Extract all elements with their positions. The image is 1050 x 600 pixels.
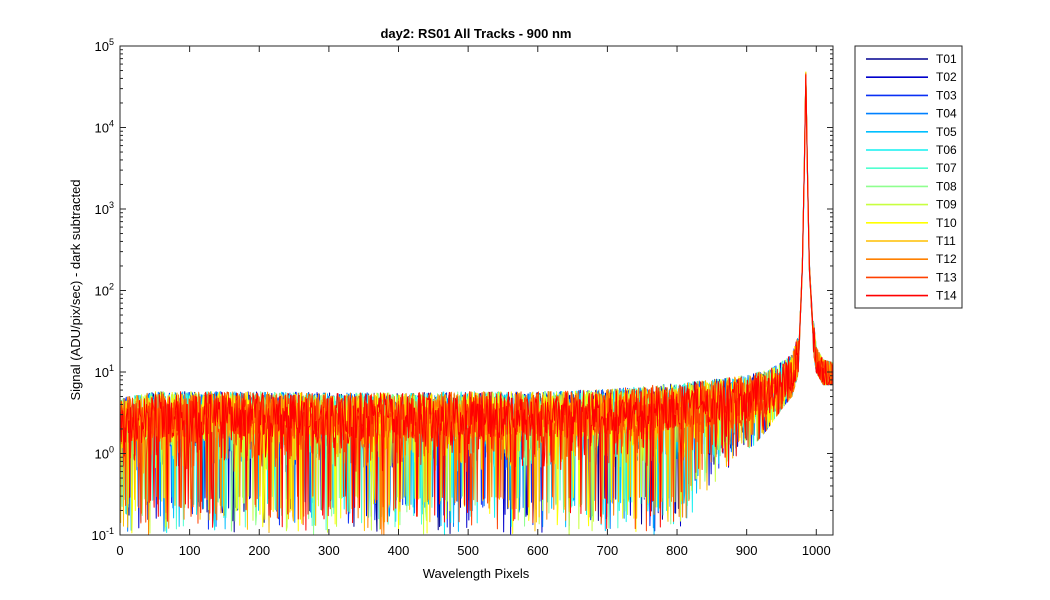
x-tick-label: 0 xyxy=(116,543,123,558)
legend-label-t05: T05 xyxy=(936,125,957,139)
x-axis-label: Wavelength Pixels xyxy=(423,566,530,581)
y-tick-label: 103 xyxy=(95,200,114,217)
legend-box xyxy=(854,45,963,309)
y-tick-label: 101 xyxy=(95,363,114,380)
legend-label-t04: T04 xyxy=(936,107,957,121)
legend-label-t08: T08 xyxy=(936,179,957,193)
legend-label-t02: T02 xyxy=(936,70,957,84)
x-tick-label: 300 xyxy=(318,543,340,558)
series-line-t14 xyxy=(120,74,833,531)
legend-label-t09: T09 xyxy=(936,198,957,212)
legend-label-t11: T11 xyxy=(936,234,956,248)
y-axis: 10-1 100 101 102 103 104 105 xyxy=(92,37,833,543)
x-tick-label: 600 xyxy=(527,543,549,558)
legend-label-t10: T10 xyxy=(936,216,957,230)
legend-label-t03: T03 xyxy=(936,88,957,102)
y-tick-label: 100 xyxy=(95,445,114,462)
x-tick-label: 900 xyxy=(736,543,758,558)
series-layer xyxy=(120,71,833,535)
y-tick-label: 10-1 xyxy=(92,526,114,543)
x-tick-label: 100 xyxy=(179,543,201,558)
legend-label-t07: T07 xyxy=(936,161,957,175)
x-tick-label: 1000 xyxy=(802,543,831,558)
y-axis-label: Signal (ADU/pix/sec) - dark subtracted xyxy=(68,179,83,400)
legend-label-t13: T13 xyxy=(936,270,957,284)
y-tick-label: 102 xyxy=(95,282,114,299)
x-tick-label: 700 xyxy=(597,543,619,558)
legend: T01 T02 T03 T04 T05 T06 T07 T08 T09 T10 T11 T12 T13 T… xyxy=(854,45,963,309)
y-tick-label: 104 xyxy=(95,119,114,136)
x-tick-label: 400 xyxy=(388,543,410,558)
x-tick-label: 500 xyxy=(457,543,479,558)
x-tick-label: 800 xyxy=(666,543,688,558)
x-axis: 0 100 200 300 400 500 600 700 800 900 1000 xyxy=(116,46,831,558)
chart-title: day2: RS01 All Tracks - 900 nm xyxy=(380,26,571,41)
legend-label-t14: T14 xyxy=(936,289,957,303)
legend-label-t01: T01 xyxy=(936,52,957,66)
legend-label-t06: T06 xyxy=(936,143,957,157)
x-tick-label: 200 xyxy=(248,543,270,558)
legend-entries: T01 T02 T03 T04 T05 T06 T07 T08 T09 T10 T11 T12 T13 T… xyxy=(866,52,957,303)
legend-label-t12: T12 xyxy=(936,252,957,266)
y-tick-label: 105 xyxy=(95,37,114,54)
